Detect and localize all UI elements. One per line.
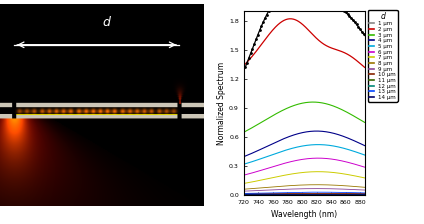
X-axis label: Wavelength (nm): Wavelength (nm) [271, 210, 337, 219]
Text: d: d [103, 16, 111, 29]
Legend: 1 μm, 2 μm, 3 μm, 4 μm, 5 μm, 6 μm, 7 μm, 8 μm, 9 μm, 10 μm, 11 μm, 12 μm, 13 μm: 1 μm, 2 μm, 3 μm, 4 μm, 5 μm, 6 μm, 7 μm… [368, 10, 398, 102]
Y-axis label: Normalized Spectrum: Normalized Spectrum [217, 61, 226, 145]
